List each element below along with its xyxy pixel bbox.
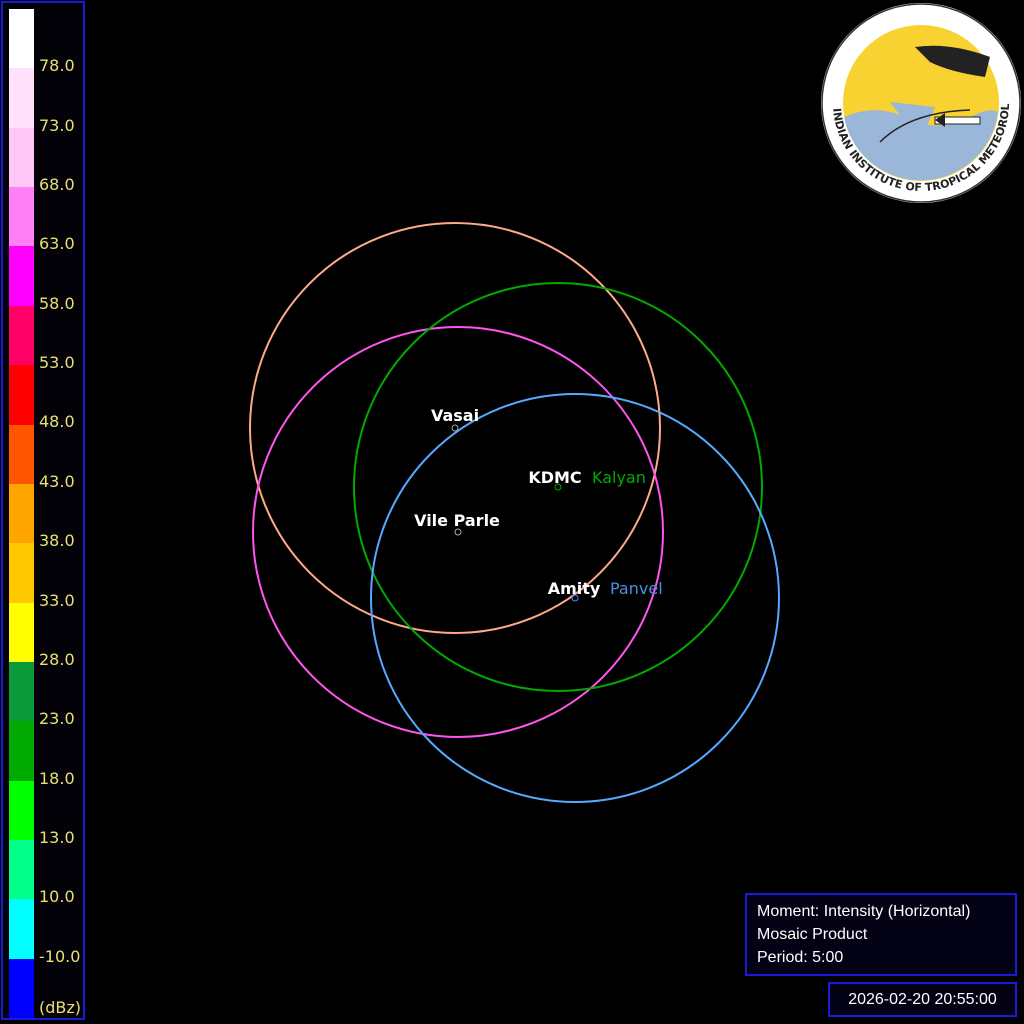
legend-label: 73.0 (39, 115, 75, 135)
legend-label: 53.0 (39, 353, 75, 373)
legend-swatch (9, 305, 34, 366)
legend-label: 58.0 (39, 293, 75, 313)
legend-label: -10.0 (39, 946, 81, 966)
legend-swatch (9, 187, 34, 247)
vile-parle-range-ring (252, 326, 664, 738)
legend-swatch (9, 780, 34, 841)
legend-swatch (9, 602, 34, 662)
timestamp-box: 2026-02-20 20:55:00 (828, 982, 1017, 1017)
product-info-box: Moment: Intensity (Horizontal) Mosaic Pr… (745, 893, 1017, 976)
kdmc-marker (554, 483, 562, 491)
legend-label: 13.0 (39, 827, 75, 847)
legend-swatch (9, 68, 34, 128)
legend-label: 28.0 (39, 649, 75, 669)
period-text: Period: 5:00 (757, 949, 844, 966)
legend-swatch (9, 661, 34, 722)
legend-label: 18.0 (39, 768, 75, 788)
legend-swatch (9, 840, 34, 900)
legend-swatch (9, 543, 34, 603)
station-label-panvel: Panvel (610, 579, 663, 598)
product-text: Mosaic Product (757, 926, 868, 943)
legend-label: 10.0 (39, 887, 75, 907)
amity-range-ring (370, 393, 780, 803)
legend-swatch (9, 483, 34, 544)
legend-swatch (9, 958, 34, 1019)
vasai-range-ring (249, 222, 661, 634)
kdmc-range-ring (353, 282, 763, 692)
station-label-vile-parle: Vile Parle (414, 511, 500, 530)
legend-label: 23.0 (39, 709, 75, 729)
legend-swatch (9, 9, 34, 69)
legend-swatch (9, 899, 34, 959)
legend-swatch (9, 365, 34, 425)
legend-swatch (9, 246, 34, 306)
station-label-kdmc: KDMC (528, 468, 582, 487)
moment-text: Moment: Intensity (Horizontal) (757, 903, 971, 920)
legend-swatch (9, 127, 34, 188)
station-label-vasai: Vasai (430, 406, 480, 425)
legend-unit: (dBz) (39, 998, 82, 1017)
legend-label: 68.0 (39, 175, 75, 195)
amity-marker (571, 594, 579, 602)
legend-label: 63.0 (39, 234, 75, 254)
color-legend: 78.0 73.0 68.0 63.0 58.0 53.0 48.0 43.0 38.0 33.0… (1, 1, 85, 1020)
vasai-marker (451, 424, 459, 432)
legend-label: 78.0 (39, 56, 75, 76)
iitm-logo: INDIAN INSTITUTE OF TROPICAL METEOROLOGY… (820, 2, 1021, 203)
legend-color-bar (9, 9, 34, 1019)
station-label-amity: Amity (547, 579, 601, 598)
legend-swatch (9, 721, 34, 781)
legend-label: 43.0 (39, 471, 75, 491)
legend-label: 48.0 (39, 412, 75, 432)
legend-swatch (9, 424, 34, 484)
legend-label: 33.0 (39, 590, 75, 610)
station-label-kalyan: Kalyan (592, 468, 646, 487)
legend-label: 38.0 (39, 531, 75, 551)
vile-parle-marker (454, 528, 462, 536)
